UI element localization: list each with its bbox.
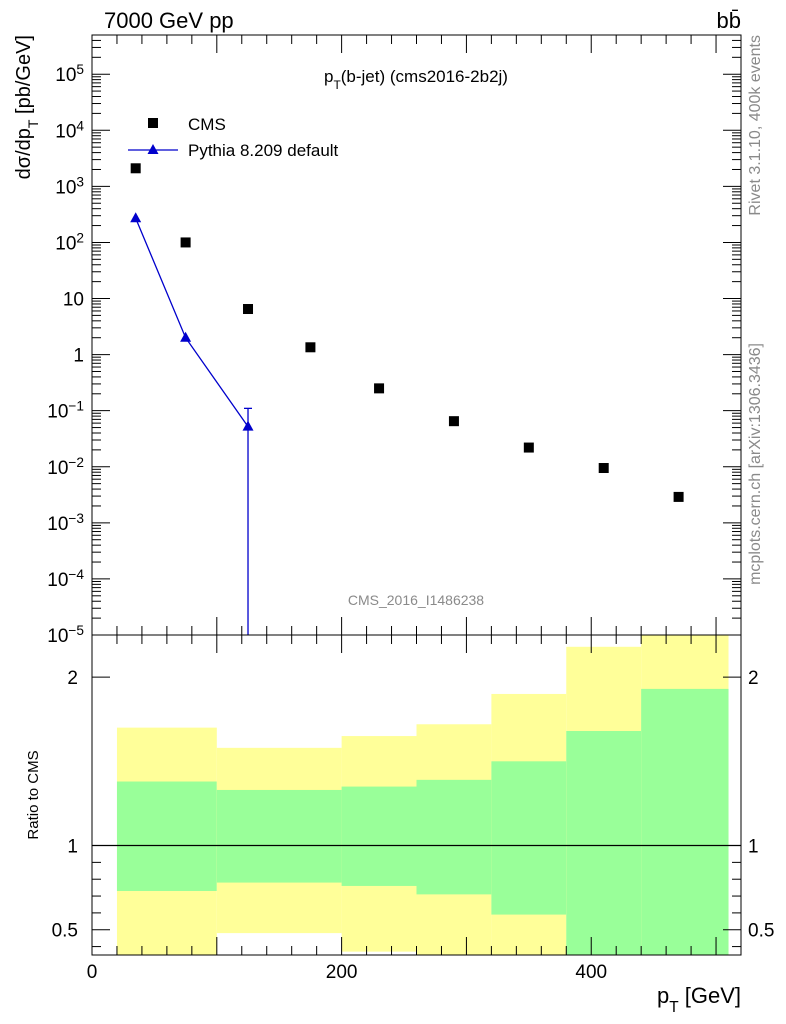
ratio-y-tick-label: 1 xyxy=(67,837,78,858)
mcplots-label: mcplots.cern.ch [arXiv:1306.3436] xyxy=(747,343,764,585)
ratio-y-axis-label: Ratio to CMS xyxy=(25,750,42,839)
rivet-label: Rivet 3.1.10, 400k events xyxy=(747,35,764,216)
ratio-y-tick-label: 2 xyxy=(67,668,78,689)
cms-point xyxy=(598,463,609,474)
x-tick-label: 400 xyxy=(575,962,607,983)
y-tick-label: 10−3 xyxy=(47,510,84,535)
legend-pythia-label: Pythia 8.209 default xyxy=(188,141,339,160)
ratio-y-tick-label-right: 2 xyxy=(748,668,759,689)
cms-point xyxy=(130,163,141,174)
x-axis-label: pT [GeV] xyxy=(657,983,741,1016)
band-inner xyxy=(641,688,729,955)
y-tick-label: 10−5 xyxy=(47,623,84,648)
band-inner xyxy=(491,761,567,915)
main-data xyxy=(130,163,684,635)
y-tick-label: 102 xyxy=(55,230,84,255)
main-title: pT(b-jet) (cms2016-2b2j) xyxy=(324,67,508,92)
cms-point xyxy=(673,491,684,502)
ratio-y-tick-label: 0.5 xyxy=(52,921,78,942)
pythia-point xyxy=(130,212,142,223)
main-ticks xyxy=(91,34,742,636)
band-inner xyxy=(116,781,217,891)
cms-point xyxy=(180,237,191,248)
pythia-point xyxy=(180,331,192,342)
band-inner xyxy=(341,786,417,886)
y-tick-label: 104 xyxy=(55,118,84,143)
cms-point xyxy=(243,304,254,315)
ratio-frame xyxy=(91,634,742,956)
band-inner xyxy=(416,779,492,895)
legend-pythia-marker xyxy=(147,144,159,154)
y-tick-label: 10 xyxy=(63,290,84,311)
ratio-plot: 0.5 0.5 1 1 2 2 0 200 400 Ratio to CMS pT [GeV] xyxy=(25,634,775,1016)
y-tick-label: 105 xyxy=(55,62,84,87)
cms-point xyxy=(448,416,459,427)
ratio-y-tick-label-right: 0.5 xyxy=(748,921,774,942)
x-tick-label: 0 xyxy=(87,962,98,983)
y-tick-label: 10−2 xyxy=(47,454,84,479)
ratio-tick-labels: 0.5 0.5 1 1 2 2 0 200 400 xyxy=(52,668,775,983)
main-y-axis-label: dσ/dpT [pb/GeV] xyxy=(13,35,41,179)
y-tick-label: 1 xyxy=(73,346,84,367)
pythia-point xyxy=(242,420,254,431)
cms-point xyxy=(305,342,316,353)
legend: CMS Pythia 8.209 default xyxy=(128,115,339,160)
energy-label: 7000 GeV pp xyxy=(104,8,234,33)
ratio-y-tick-label-right: 1 xyxy=(748,837,759,858)
pythia-line xyxy=(135,217,249,427)
y-tick-label: 103 xyxy=(55,174,84,199)
y-tick-label: 10−1 xyxy=(47,398,84,423)
watermark: CMS_2016_I1486238 xyxy=(348,592,484,608)
band-inner xyxy=(216,789,342,883)
main-plot: 10−5 10−4 10−3 10−2 10−1 1 10 102 103 104 105 pT(b… xyxy=(13,34,742,647)
process-label: bb̄ xyxy=(717,8,741,33)
main-y-tick-labels: 10−5 10−4 10−3 10−2 10−1 1 10 102 103 104 105 xyxy=(47,62,84,647)
band-inner xyxy=(566,731,642,955)
y-tick-label: 10−4 xyxy=(47,566,84,591)
legend-cms-marker xyxy=(148,118,158,128)
ratio-bands xyxy=(92,635,741,955)
legend-cms-label: CMS xyxy=(188,115,226,134)
cms-point xyxy=(374,383,385,394)
x-tick-label: 200 xyxy=(326,962,358,983)
cms-point xyxy=(523,442,534,453)
